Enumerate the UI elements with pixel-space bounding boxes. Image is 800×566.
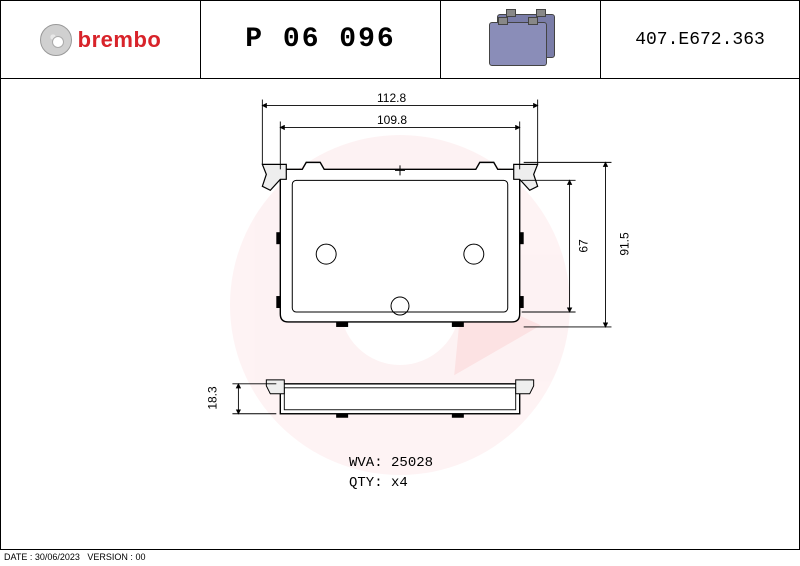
brake-disc-icon: [40, 24, 72, 56]
footer-meta: DATE : 30/06/2023 VERSION : 00: [4, 552, 145, 562]
wva-line: WVA: 25028: [349, 455, 433, 471]
header-part-cell: P 06 096: [201, 1, 441, 78]
pad-3d-thumbnail: [481, 10, 561, 70]
footer-version-label: VERSION :: [87, 552, 133, 562]
front-view: [262, 162, 537, 327]
reference-number: 407.E672.363: [635, 30, 765, 50]
part-number: P 06 096: [245, 24, 395, 55]
wva-value: 25028: [391, 455, 433, 471]
pad-thumb-front: [489, 22, 547, 66]
wva-label: WVA:: [349, 455, 383, 471]
qty-value: x4: [391, 475, 408, 491]
header-logo-cell: brembo: [1, 1, 201, 78]
side-view: [266, 380, 533, 418]
drawing-area: 112.8 109.8 91.5 67 18.3 WVA: 25028 QTY:…: [1, 79, 799, 549]
header-thumbnail-cell: [441, 1, 601, 78]
clip-icon: [506, 9, 516, 17]
dim-height-total: 91.5: [618, 232, 632, 255]
brembo-logo: brembo: [40, 24, 162, 56]
dim-height-inner: 67: [577, 239, 591, 252]
clip-icon: [528, 17, 538, 25]
header-reference-cell: 407.E672.363: [601, 1, 799, 78]
drawing-sheet: brembo P 06 096 407.E672.363: [0, 0, 800, 550]
dim-width-outer: 112.8: [377, 91, 406, 105]
qty-line: QTY: x4: [349, 475, 408, 491]
dim-thickness: 18.3: [206, 386, 220, 409]
clip-icon: [536, 9, 546, 17]
footer-version-value: 00: [135, 552, 145, 562]
header-row: brembo P 06 096 407.E672.363: [1, 1, 799, 79]
brand-name: brembo: [78, 27, 162, 53]
dim-width-inner: 109.8: [377, 113, 407, 127]
clip-icon: [498, 17, 508, 25]
footer-date-value: 30/06/2023: [35, 552, 80, 562]
qty-label: QTY:: [349, 475, 383, 491]
footer-date-label: DATE :: [4, 552, 32, 562]
